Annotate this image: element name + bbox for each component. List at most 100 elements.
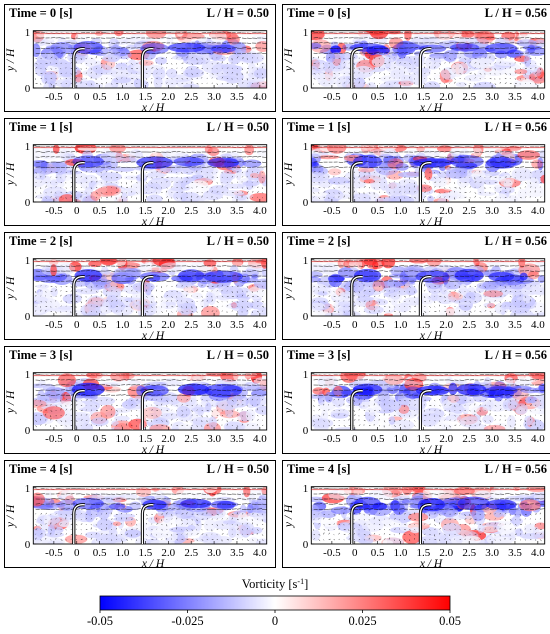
velocity-vector — [61, 290, 62, 291]
x-tick-label: -0.5 — [45, 91, 63, 103]
vortex-core — [485, 43, 518, 54]
y-tick-label: 1 — [25, 483, 31, 495]
x-tick-label: 1.0 — [116, 433, 130, 445]
vorticity-patch — [82, 70, 93, 75]
vorticity-patch — [38, 514, 47, 521]
x-tick-label: 3.5 — [230, 547, 244, 559]
vorticity-patch — [255, 406, 273, 415]
velocity-vector — [445, 84, 446, 85]
vorticity-patch — [437, 145, 453, 152]
vorticity-patch — [154, 305, 161, 315]
y-tick-label: 0 — [25, 425, 31, 437]
velocity-vector — [257, 415, 258, 416]
vorticity-patch — [364, 179, 375, 183]
x-tick-label: 2.5 — [184, 205, 198, 217]
vorticity-patch — [223, 520, 236, 524]
vorticity-patch — [107, 538, 128, 542]
velocity-vector — [91, 524, 92, 525]
velocity-vector — [81, 524, 82, 525]
vorticity-patch — [255, 41, 270, 52]
y-tick-label: 0 — [25, 311, 31, 323]
x-tick-label: -0.5 — [45, 319, 63, 331]
vorticity-patch — [114, 28, 123, 36]
vorticity-patch — [334, 194, 350, 200]
velocity-vector — [146, 182, 147, 183]
velocity-vector — [344, 171, 346, 172]
velocity-vector — [41, 48, 45, 49]
vorticity-patch — [217, 55, 226, 61]
velocity-vector — [131, 494, 136, 495]
velocity-vector — [66, 534, 67, 535]
vorticity-patch — [238, 80, 249, 88]
vorticity-patch — [109, 66, 133, 78]
vorticity-patch — [35, 64, 46, 76]
panel-ratio-label: L / H = 0.50 — [207, 234, 269, 249]
velocity-vector — [172, 499, 177, 500]
velocity-vector — [237, 538, 238, 539]
vorticity-patch — [201, 306, 220, 320]
vorticity-patch — [58, 263, 75, 275]
y-tick-label: 1 — [25, 141, 31, 153]
vorticity-patch — [317, 74, 333, 86]
y-axis: 01y / H — [5, 483, 36, 551]
velocity-vector — [262, 528, 263, 529]
velocity-vector — [247, 157, 252, 158]
vorticity-patch — [84, 167, 103, 173]
y-axis-label: y / H — [5, 48, 17, 72]
vorticity-patch — [527, 45, 535, 54]
vorticity-patch — [100, 405, 115, 419]
vorticity-patch — [36, 284, 49, 288]
vorticity-patch — [150, 424, 171, 433]
x-tick-label: 0.5 — [93, 433, 107, 445]
x-tick-label: 2.5 — [184, 319, 198, 331]
vorticity-patch — [312, 148, 322, 158]
velocity-vector — [46, 424, 47, 425]
x-tick-label: 2.5 — [184, 433, 198, 445]
vorticity-patch — [44, 71, 57, 84]
vorticity-patch — [473, 147, 482, 156]
velocity-vector — [227, 301, 228, 302]
vorticity-patch — [326, 58, 346, 72]
vortex-core — [204, 384, 242, 398]
x-tick-label: 3.5 — [230, 433, 244, 445]
vorticity-patch — [176, 406, 190, 418]
vorticity-patch — [57, 60, 70, 72]
x-tick-label: 0.5 — [93, 205, 107, 217]
velocity-vector — [101, 395, 105, 396]
vorticity-patch — [524, 54, 531, 67]
velocity-vector — [520, 63, 521, 64]
vortex-core — [211, 44, 236, 52]
velocity-vector — [197, 312, 198, 313]
x-tick-label: 1.0 — [116, 319, 130, 331]
vorticity-patch — [51, 515, 69, 528]
vorticity-patch — [238, 308, 249, 316]
velocity-vector — [540, 63, 541, 65]
vorticity-patch — [225, 184, 245, 189]
velocity-vector — [339, 167, 344, 168]
x-tick-label: 2.5 — [462, 91, 476, 103]
x-tick-label: 0.5 — [93, 547, 107, 559]
x-axis-label: x / H — [141, 330, 165, 339]
velocity-vector — [222, 198, 223, 199]
velocity-vector — [136, 146, 140, 147]
vorticity-patch — [353, 66, 373, 78]
vorticity-patch — [451, 63, 464, 77]
vorticity-field — [26, 255, 275, 322]
velocity-vector — [455, 82, 456, 84]
vorticity-patch — [142, 407, 162, 419]
velocity-vector — [131, 260, 136, 261]
velocity-vector — [81, 68, 82, 69]
vorticity-patch — [443, 50, 457, 62]
velocity-vector — [61, 295, 62, 296]
velocity-vector — [535, 58, 536, 59]
velocity-vector — [242, 176, 243, 177]
velocity-vector — [192, 488, 197, 489]
velocity-vector — [429, 78, 431, 79]
velocity-vector — [116, 399, 117, 400]
panel-time-label: Time = 4 [s] — [9, 462, 72, 477]
velocity-vector — [247, 192, 249, 193]
